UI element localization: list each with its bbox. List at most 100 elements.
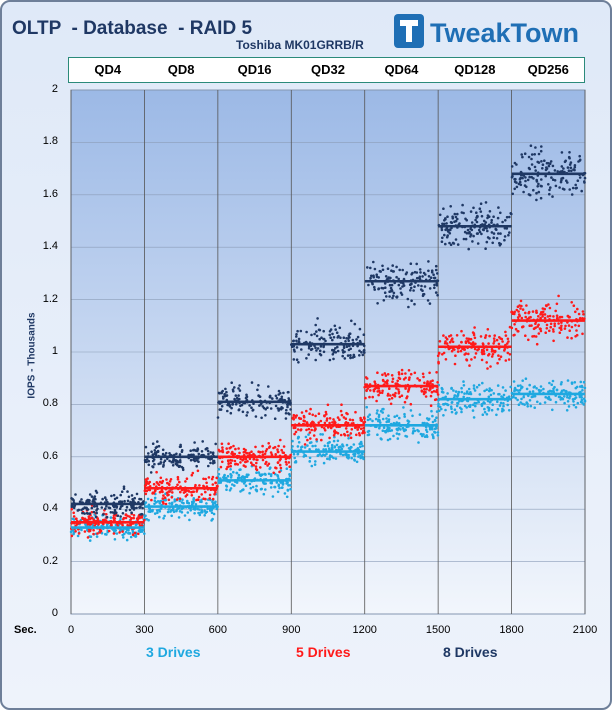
data-point xyxy=(213,493,216,496)
data-point xyxy=(464,352,468,355)
data-point xyxy=(308,448,311,451)
data-point xyxy=(450,401,454,404)
data-point xyxy=(100,531,104,535)
data-point xyxy=(405,396,408,400)
data-point xyxy=(462,380,465,383)
data-point xyxy=(212,459,216,463)
data-point xyxy=(388,437,392,441)
data-point xyxy=(293,350,296,353)
data-point xyxy=(472,387,476,390)
data-point xyxy=(238,451,241,455)
data-point xyxy=(436,393,440,396)
data-point xyxy=(291,439,294,443)
data-point xyxy=(219,465,223,469)
data-point xyxy=(472,206,475,210)
data-point xyxy=(326,444,330,448)
data-point xyxy=(415,276,419,280)
data-point xyxy=(121,530,124,533)
data-point xyxy=(484,221,488,224)
data-point xyxy=(527,338,530,342)
data-point xyxy=(193,512,196,515)
data-point xyxy=(190,453,193,457)
data-point xyxy=(376,371,379,375)
data-point xyxy=(229,487,233,490)
data-point xyxy=(129,535,133,539)
data-point xyxy=(181,468,185,472)
data-point xyxy=(273,485,277,489)
data-point xyxy=(484,336,487,339)
data-point xyxy=(337,446,341,449)
data-point xyxy=(323,429,327,432)
data-point xyxy=(563,395,566,398)
data-point xyxy=(424,273,427,276)
data-point xyxy=(194,503,198,506)
data-point xyxy=(577,312,581,316)
data-point xyxy=(70,507,73,511)
data-point xyxy=(530,163,534,166)
data-point xyxy=(130,511,133,514)
data-point xyxy=(442,351,446,355)
data-point xyxy=(178,510,182,513)
data-point xyxy=(83,512,86,515)
data-point xyxy=(493,339,496,343)
data-point xyxy=(192,498,195,501)
data-point xyxy=(573,164,577,167)
data-point xyxy=(156,449,160,453)
data-point xyxy=(203,514,206,517)
data-point xyxy=(564,324,567,328)
data-point xyxy=(524,179,527,183)
data-point xyxy=(470,358,473,361)
data-point xyxy=(207,476,211,479)
data-point xyxy=(128,515,131,518)
data-point xyxy=(240,403,244,407)
data-point xyxy=(263,452,267,456)
data-point xyxy=(286,391,290,394)
data-point xyxy=(293,432,296,436)
data-point xyxy=(445,342,449,345)
data-point xyxy=(218,392,221,395)
data-point xyxy=(458,399,461,403)
data-point xyxy=(465,358,468,361)
data-point xyxy=(579,380,583,384)
data-point xyxy=(345,345,349,349)
data-point xyxy=(541,313,545,316)
data-point xyxy=(129,500,132,504)
data-point xyxy=(168,502,171,505)
data-point xyxy=(478,207,482,210)
data-point xyxy=(510,310,514,314)
data-point xyxy=(259,466,262,469)
data-point xyxy=(244,396,248,400)
data-point xyxy=(469,210,473,213)
data-point xyxy=(366,387,370,390)
data-point xyxy=(422,392,426,396)
data-point xyxy=(345,456,349,459)
data-point xyxy=(178,459,182,462)
data-point xyxy=(451,337,454,341)
data-point xyxy=(462,334,466,337)
data-point xyxy=(447,230,450,233)
data-point xyxy=(191,502,195,505)
data-point xyxy=(334,351,338,354)
data-point xyxy=(344,417,348,421)
data-point xyxy=(277,444,280,448)
data-point xyxy=(467,341,471,345)
data-point xyxy=(558,186,561,189)
data-point xyxy=(200,498,203,502)
data-point xyxy=(551,195,554,198)
data-point xyxy=(350,428,354,431)
data-point xyxy=(334,347,337,350)
chart-subtitle: Toshiba MK01GRRB/R xyxy=(236,38,364,52)
data-point xyxy=(238,389,242,392)
data-point xyxy=(254,465,258,468)
data-point xyxy=(453,220,456,223)
data-point xyxy=(328,457,331,461)
data-point xyxy=(409,289,412,292)
data-point xyxy=(376,433,379,437)
data-point xyxy=(506,403,510,407)
data-point xyxy=(331,353,335,356)
data-point xyxy=(116,514,120,517)
data-point xyxy=(78,500,82,504)
data-point xyxy=(518,389,522,392)
data-point xyxy=(407,420,411,423)
data-point xyxy=(473,347,477,351)
